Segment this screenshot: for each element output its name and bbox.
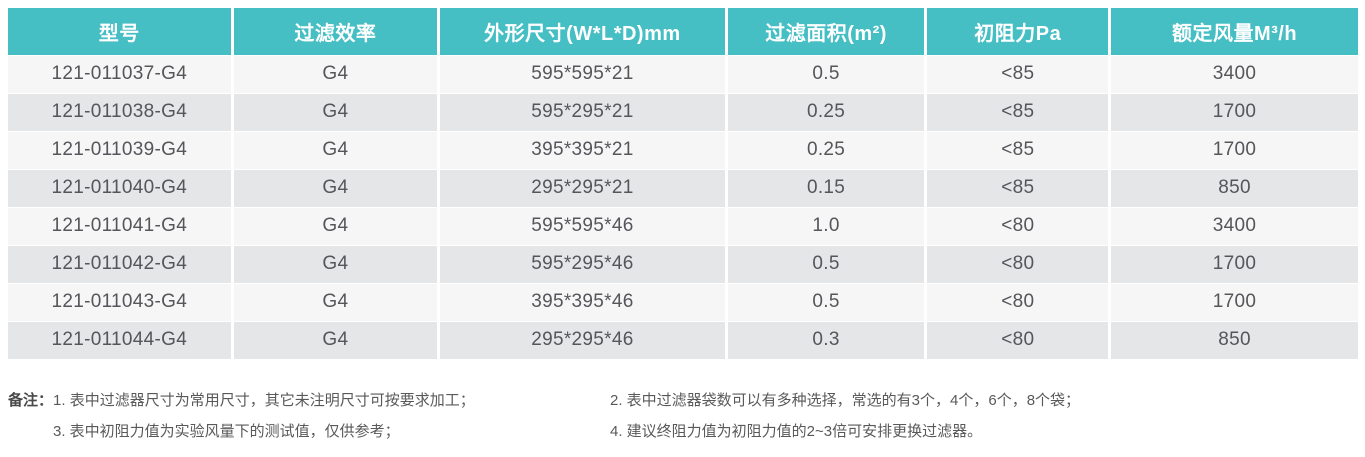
table-cell: G4: [232, 55, 441, 94]
table-row: 121-011041-G4 G4 595*595*46 1.0 <80 3400: [8, 207, 1358, 246]
table-cell: 595*295*46: [438, 245, 728, 284]
table-cell: 850: [1109, 321, 1358, 360]
note-line-3: 3. 表中初阻力值为实验风量下的测试值，仅供参考；: [8, 416, 610, 447]
table-row: 121-011042-G4 G4 595*295*46 0.5 <80 1700: [8, 245, 1358, 284]
table-cell: 1700: [1109, 93, 1358, 132]
table-cell: G4: [232, 207, 441, 246]
table-cell: <80: [925, 207, 1112, 246]
table-cell: 0.3: [726, 321, 928, 360]
table-cell: 595*595*46: [438, 207, 728, 246]
table-cell: 395*395*21: [438, 131, 728, 170]
table-cell: 121-011041-G4: [8, 207, 234, 246]
table-cell: 1700: [1109, 283, 1358, 322]
table-cell: 0.25: [726, 131, 928, 170]
table-cell: <85: [925, 131, 1112, 170]
notes-column-right: 2. 表中过滤器袋数可以有多种选择，常选的有3个，4个，6个，8个袋； 4. 建…: [610, 385, 1358, 447]
table-cell: 3400: [1109, 207, 1358, 246]
table-body: 121-011037-G4 G4 595*595*21 0.5 <85 3400 121-0…: [8, 55, 1358, 360]
column-header-model: 型号: [8, 8, 234, 56]
table-cell: <80: [925, 321, 1112, 360]
spec-table-container: 型号 过滤效率 外形尺寸(W*L*D)mm 过滤面积(m²) 初阻力Pa 额定风…: [8, 8, 1358, 360]
table-row: 121-011044-G4 G4 295*295*46 0.3 <80 850: [8, 321, 1358, 360]
notes-section: 备注：1. 表中过滤器尺寸为常用尺寸，其它未注明尺寸可按要求加工； 3. 表中初…: [8, 385, 1358, 447]
table-cell: 0.25: [726, 93, 928, 132]
table-cell: 1.0: [726, 207, 928, 246]
column-header-dimensions: 外形尺寸(W*L*D)mm: [438, 8, 728, 56]
table-row: 121-011040-G4 G4 295*295*21 0.15 <85 850: [8, 169, 1358, 208]
table-header-row: 型号 过滤效率 外形尺寸(W*L*D)mm 过滤面积(m²) 初阻力Pa 额定风…: [8, 8, 1358, 56]
table-cell: 121-011044-G4: [8, 321, 234, 360]
table-row: 121-011043-G4 G4 395*395*46 0.5 <80 1700: [8, 283, 1358, 322]
table-cell: G4: [232, 131, 441, 170]
table-cell: 121-011042-G4: [8, 245, 234, 284]
table-cell: 121-011038-G4: [8, 93, 234, 132]
table-cell: G4: [232, 169, 441, 208]
table-cell: 295*295*46: [438, 321, 728, 360]
table-cell: 0.5: [726, 283, 928, 322]
note-line-2: 2. 表中过滤器袋数可以有多种选择，常选的有3个，4个，6个，8个袋；: [610, 385, 1358, 416]
table-cell: 295*295*21: [438, 169, 728, 208]
table-cell: 121-011039-G4: [8, 131, 234, 170]
table-cell: 395*395*46: [438, 283, 728, 322]
notes-column-left: 备注：1. 表中过滤器尺寸为常用尺寸，其它未注明尺寸可按要求加工； 3. 表中初…: [8, 385, 610, 447]
filter-spec-table: 型号 过滤效率 外形尺寸(W*L*D)mm 过滤面积(m²) 初阻力Pa 额定风…: [8, 8, 1358, 360]
table-cell: 0.5: [726, 245, 928, 284]
table-cell: <80: [925, 283, 1112, 322]
table-cell: 595*595*21: [438, 55, 728, 94]
column-header-initial-resistance: 初阻力Pa: [925, 8, 1112, 56]
note-item-4: 4. 建议终阻力值为初阻力值的2~3倍可安排更换过滤器。: [610, 422, 983, 440]
column-header-filter-area: 过滤面积(m²): [726, 8, 928, 56]
table-cell: <85: [925, 55, 1112, 94]
table-cell: 0.15: [726, 169, 928, 208]
table-cell: G4: [232, 283, 441, 322]
notes-label: 备注：: [8, 391, 54, 409]
note-line-4: 4. 建议终阻力值为初阻力值的2~3倍可安排更换过滤器。: [610, 416, 1358, 447]
column-header-rated-airflow: 额定风量M³/h: [1109, 8, 1358, 56]
table-cell: G4: [232, 245, 441, 284]
table-cell: <85: [925, 169, 1112, 208]
table-cell: 850: [1109, 169, 1358, 208]
table-cell: 595*295*21: [438, 93, 728, 132]
table-cell: 121-011040-G4: [8, 169, 234, 208]
table-cell: 1700: [1109, 131, 1358, 170]
note-item-1: 1. 表中过滤器尺寸为常用尺寸，其它未注明尺寸可按要求加工；: [53, 391, 475, 409]
table-row: 121-011037-G4 G4 595*595*21 0.5 <85 3400: [8, 55, 1358, 94]
table-row: 121-011039-G4 G4 395*395*21 0.25 <85 1700: [8, 131, 1358, 170]
table-cell: G4: [232, 321, 441, 360]
table-cell: <85: [925, 93, 1112, 132]
note-line-1: 备注：1. 表中过滤器尺寸为常用尺寸，其它未注明尺寸可按要求加工；: [8, 385, 610, 416]
table-cell: 121-011043-G4: [8, 283, 234, 322]
table-cell: 3400: [1109, 55, 1358, 94]
column-header-filter-efficiency: 过滤效率: [232, 8, 441, 56]
table-cell: 1700: [1109, 245, 1358, 284]
table-cell: 0.5: [726, 55, 928, 94]
table-cell: <80: [925, 245, 1112, 284]
note-item-3: 3. 表中初阻力值为实验风量下的测试值，仅供参考；: [53, 422, 400, 440]
table-row: 121-011038-G4 G4 595*295*21 0.25 <85 1700: [8, 93, 1358, 132]
table-cell: G4: [232, 93, 441, 132]
note-item-2: 2. 表中过滤器袋数可以有多种选择，常选的有3个，4个，6个，8个袋；: [610, 391, 1081, 409]
table-cell: 121-011037-G4: [8, 55, 234, 94]
